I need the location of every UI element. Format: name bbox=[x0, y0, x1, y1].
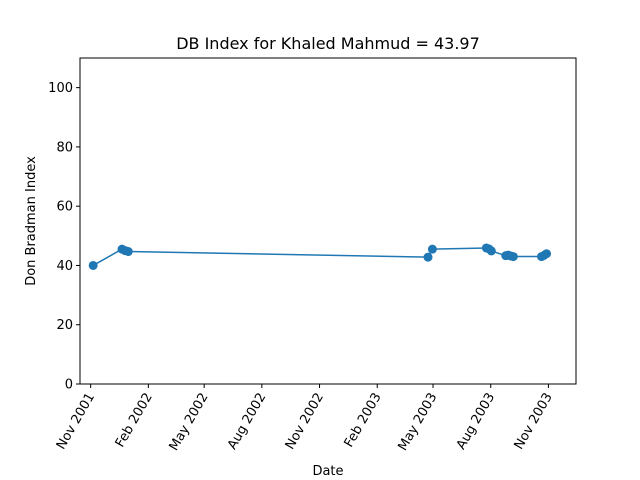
data-point bbox=[486, 246, 496, 256]
data-point bbox=[88, 260, 98, 270]
y-tick-label: 80 bbox=[56, 140, 73, 155]
y-tick-label: 40 bbox=[56, 259, 73, 274]
plot-frame bbox=[79, 57, 577, 385]
y-tick-label: 20 bbox=[56, 318, 73, 333]
y-tick-label: 60 bbox=[56, 200, 73, 215]
chart-title: DB Index for Khaled Mahmud = 43.97 bbox=[176, 34, 480, 53]
y-tick-label: 0 bbox=[65, 378, 73, 393]
data-series bbox=[88, 243, 552, 270]
x-tick-label: Feb 2002 bbox=[113, 391, 156, 451]
x-tick-label: Feb 2003 bbox=[342, 391, 385, 451]
data-point bbox=[423, 252, 433, 262]
x-tick-label: Nov 2001 bbox=[54, 391, 98, 453]
data-point bbox=[542, 249, 552, 259]
series-line bbox=[92, 247, 547, 267]
x-tick-label: Aug 2003 bbox=[454, 391, 498, 453]
x-tick-label: Nov 2003 bbox=[512, 391, 556, 453]
data-point bbox=[123, 247, 133, 257]
y-tick-label: 100 bbox=[48, 81, 73, 96]
data-point bbox=[508, 252, 518, 262]
x-tick-label: May 2003 bbox=[395, 391, 440, 454]
y-axis: 0 20 40 60 80 100 bbox=[48, 81, 80, 393]
x-tick-label: May 2002 bbox=[167, 391, 212, 454]
x-axis-label: Date bbox=[312, 464, 343, 479]
y-axis-label: Don Bradman Index bbox=[24, 156, 39, 286]
x-tick-label: Nov 2002 bbox=[283, 391, 327, 453]
x-tick-label: Aug 2002 bbox=[225, 391, 269, 453]
data-point bbox=[427, 244, 437, 254]
x-axis: Nov 2001 Feb 2002 May 2002 Aug 2002 Nov 2002… bbox=[54, 384, 556, 454]
